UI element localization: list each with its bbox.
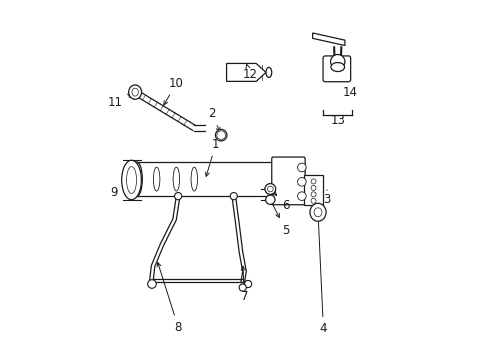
Ellipse shape [265,67,271,77]
Circle shape [330,54,344,69]
Ellipse shape [122,160,141,200]
Polygon shape [226,63,265,81]
Circle shape [310,185,315,190]
Circle shape [310,198,315,203]
Ellipse shape [330,63,344,72]
Circle shape [147,280,156,288]
Text: 8: 8 [157,262,182,333]
FancyBboxPatch shape [271,157,305,205]
Text: 3: 3 [323,190,330,206]
Text: 14: 14 [339,77,357,99]
Circle shape [310,179,315,184]
Circle shape [174,193,182,200]
Text: 2: 2 [208,107,220,132]
Text: 5: 5 [271,202,289,237]
Text: 7: 7 [240,266,248,303]
Circle shape [297,192,305,201]
Bar [303,175,323,205]
FancyBboxPatch shape [323,56,350,82]
Text: 6: 6 [272,191,289,212]
Ellipse shape [131,162,142,196]
Ellipse shape [309,203,325,221]
Circle shape [264,184,275,194]
Text: 9: 9 [110,176,129,199]
Circle shape [265,195,274,204]
Text: 10: 10 [163,77,183,105]
Circle shape [310,192,315,197]
Circle shape [297,163,305,172]
Ellipse shape [215,130,226,141]
Text: 11: 11 [108,94,131,109]
Circle shape [244,280,251,288]
Text: 13: 13 [329,114,345,127]
Ellipse shape [315,178,320,189]
Circle shape [239,284,246,291]
Circle shape [297,177,305,186]
Text: 4: 4 [316,216,326,335]
Polygon shape [312,33,344,45]
Text: 1: 1 [205,138,219,176]
Ellipse shape [128,85,142,99]
Circle shape [230,193,237,200]
Text: 12: 12 [242,64,257,81]
